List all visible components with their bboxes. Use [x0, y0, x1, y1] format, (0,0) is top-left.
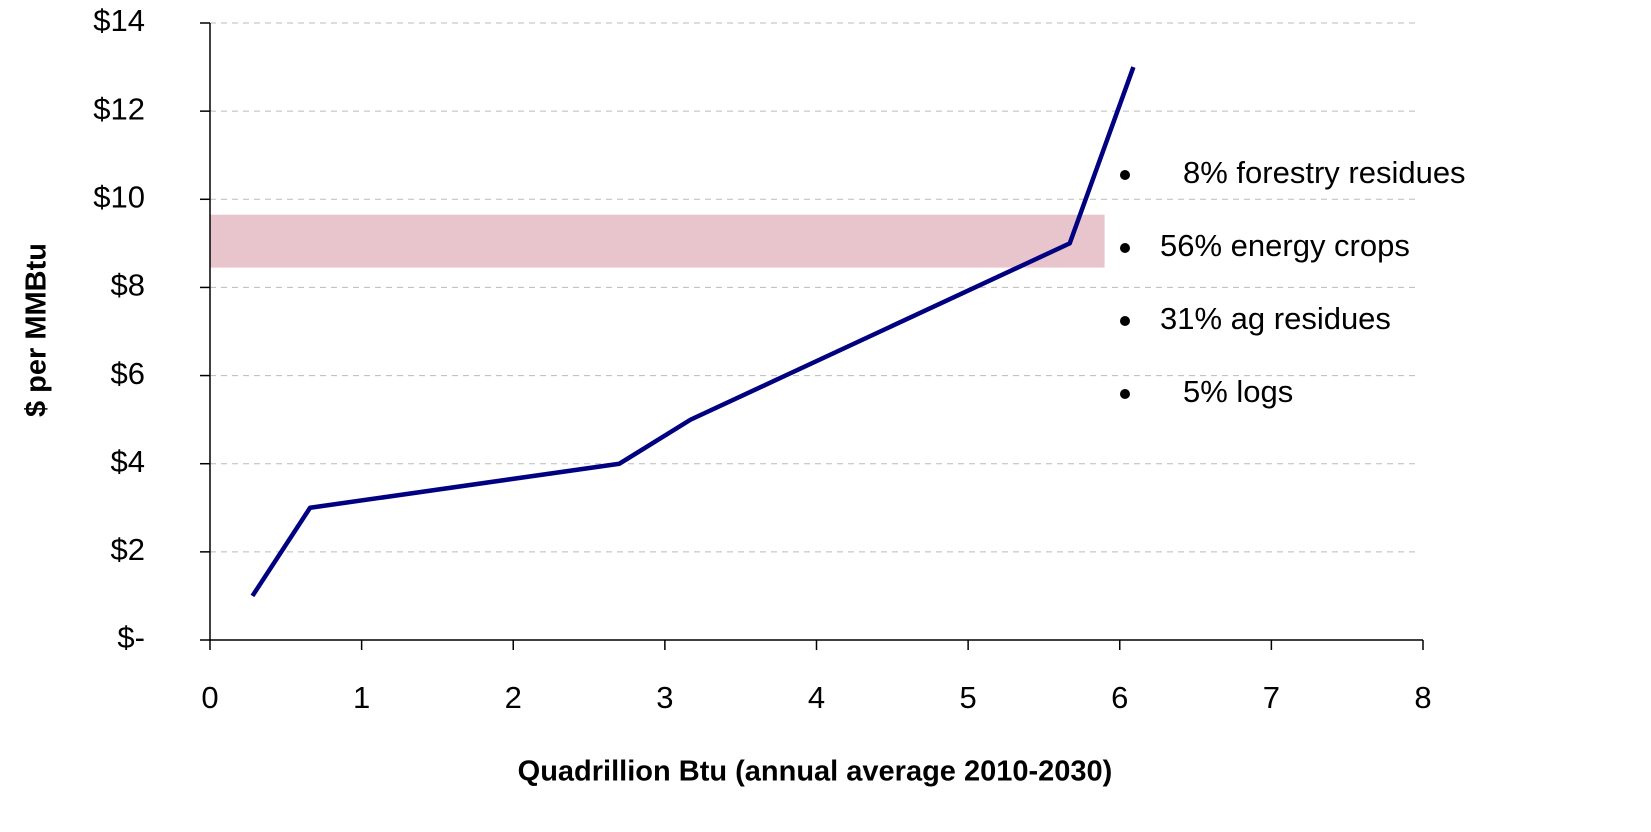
bullet [1120, 170, 1130, 180]
annotation: 31% ag residues [1160, 301, 1391, 336]
y-tick-label: $10 [93, 179, 145, 214]
x-tick-label: 7 [1263, 680, 1280, 715]
x-tick-label: 1 [353, 680, 370, 715]
x-tick-label: 6 [1111, 680, 1128, 715]
annotation: 5% logs [1183, 374, 1293, 409]
x-tick-label: 4 [808, 680, 825, 715]
bullet [1120, 243, 1130, 253]
x-tick-label: 8 [1414, 680, 1431, 715]
x-tick-label: 3 [656, 680, 673, 715]
y-tick-label: $8 [111, 268, 145, 303]
annotation: 56% energy crops [1160, 228, 1410, 263]
annotation: 8% forestry residues [1183, 155, 1466, 190]
y-tick-label: $4 [111, 444, 145, 479]
data-line [250, 66, 1136, 598]
y-tick-label: $6 [111, 356, 145, 391]
y-tick-label: $12 [93, 91, 145, 126]
y-tick-label: $14 [93, 3, 145, 38]
bullet [1120, 389, 1130, 399]
bullet [1120, 316, 1130, 326]
y-tick-label: $2 [111, 532, 145, 567]
x-tick-label: 5 [960, 680, 977, 715]
x-tick-label: 2 [505, 680, 522, 715]
x-axis-label: Quadrillion Btu (annual average 2010-203… [518, 756, 1113, 788]
highlight-band [210, 214, 1105, 268]
y-tick-label: $- [117, 620, 145, 655]
y-axis-label: $ per MMBtu [21, 243, 53, 417]
x-tick-label: 0 [201, 680, 218, 715]
